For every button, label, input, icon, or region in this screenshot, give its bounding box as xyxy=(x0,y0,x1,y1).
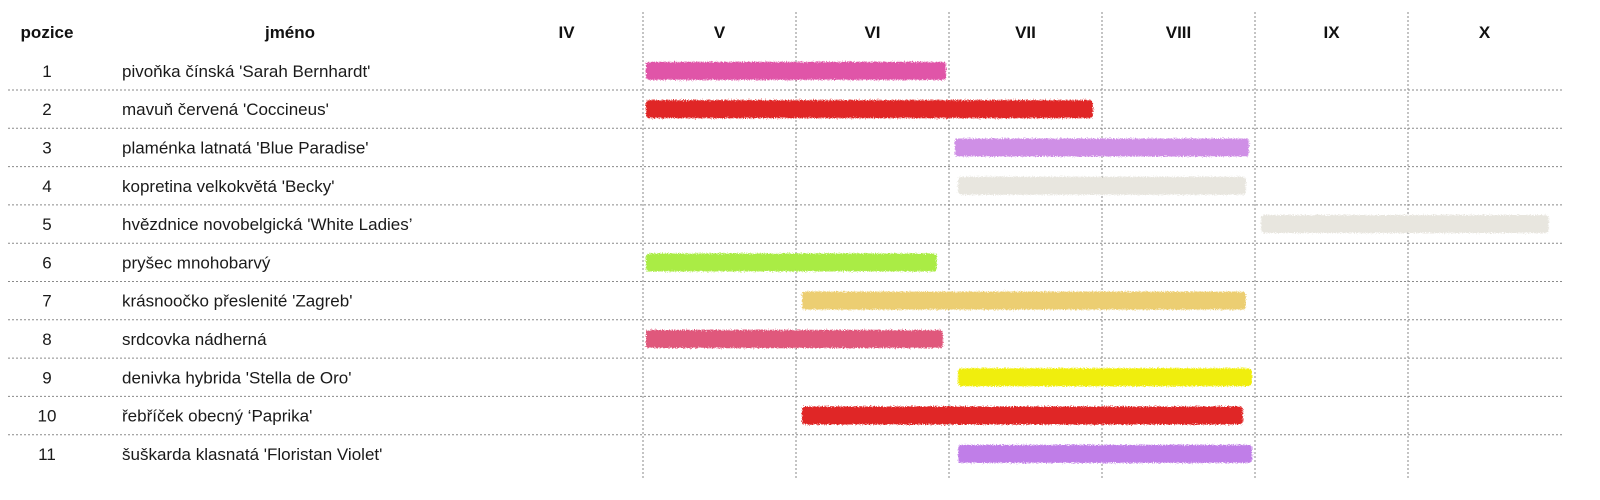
table-row: 6 pryšec mnohobarvý xyxy=(42,253,271,272)
bloom-bar xyxy=(958,176,1246,195)
bloom-bar xyxy=(958,368,1252,387)
table-row: 1 pivoňka čínská 'Sarah Bernhardt' xyxy=(42,62,370,81)
table-row: 8 srdcovka nádherná xyxy=(42,330,267,349)
table-row: 11 šuškarda klasnatá 'Floristan Violet' xyxy=(38,445,382,464)
table-row: 7 krásnoočko přeslenité 'Zagreb' xyxy=(42,292,352,311)
month-header: IX xyxy=(1323,23,1340,42)
row-position: 5 xyxy=(42,215,51,234)
table-row: 4 kopretina velkokvětá 'Becky' xyxy=(42,177,334,196)
row-plant-name: mavuň červená 'Coccineus' xyxy=(122,100,329,119)
table-row: 9 denivka hybrida 'Stella de Oro' xyxy=(42,368,351,387)
header-row: pozice jméno IV V VI VII VIII IX X xyxy=(21,23,1491,42)
column-header-name: jméno xyxy=(264,23,315,42)
bloom-bar xyxy=(1261,215,1549,234)
bloom-bar xyxy=(646,61,946,80)
row-plant-name: plaménka latnatá 'Blue Paradise' xyxy=(122,138,369,157)
row-plant-name: denivka hybrida 'Stella de Oro' xyxy=(122,368,352,387)
table-row: 3 plaménka latnatá 'Blue Paradise' xyxy=(42,138,368,157)
row-position: 8 xyxy=(42,330,51,349)
month-header: VII xyxy=(1015,23,1036,42)
row-position: 2 xyxy=(42,100,51,119)
month-headers: IV V VI VII VIII IX X xyxy=(558,23,1490,42)
bloom-bar xyxy=(646,100,1093,119)
bloom-bar xyxy=(958,444,1252,463)
month-header: IV xyxy=(558,23,575,42)
row-plant-name: pryšec mnohobarvý xyxy=(122,253,271,272)
row-position: 1 xyxy=(42,62,51,81)
row-separators xyxy=(8,89,1562,436)
row-position: 11 xyxy=(38,445,56,464)
bloom-bar xyxy=(646,253,937,272)
row-plant-name: krásnoočko přeslenité 'Zagreb' xyxy=(122,292,352,311)
row-plant-name: řebříček obecný ‘Paprika' xyxy=(122,407,312,426)
row-position: 7 xyxy=(42,292,51,311)
row-position: 6 xyxy=(42,253,51,272)
row-plant-name: šuškarda klasnatá 'Floristan Violet' xyxy=(122,445,382,464)
table-rows: 1 pivoňka čínská 'Sarah Bernhardt' 2 mavuň … xyxy=(38,62,413,464)
row-position: 3 xyxy=(42,138,51,157)
bloom-bar xyxy=(955,138,1249,157)
row-plant-name: hvězdnice novobelgická 'White Ladies’ xyxy=(122,215,413,234)
row-plant-name: srdcovka nádherná xyxy=(122,330,267,349)
bloom-bars xyxy=(646,61,1549,463)
month-header: V xyxy=(714,23,726,42)
row-position: 4 xyxy=(42,177,51,196)
column-header-position: pozice xyxy=(21,23,74,42)
table-row: 2 mavuň červená 'Coccineus' xyxy=(42,100,329,119)
row-plant-name: kopretina velkokvětá 'Becky' xyxy=(122,177,334,196)
bloom-bar xyxy=(802,406,1243,425)
table-row: 5 hvězdnice novobelgická 'White Ladies’ xyxy=(42,215,412,234)
row-position: 10 xyxy=(38,407,57,426)
month-header: VIII xyxy=(1166,23,1192,42)
bloom-bar xyxy=(646,329,943,348)
table-row: 10 řebříček obecný ‘Paprika' xyxy=(38,407,313,426)
month-header: X xyxy=(1479,23,1491,42)
row-plant-name: pivoňka čínská 'Sarah Bernhardt' xyxy=(122,62,370,81)
row-position: 9 xyxy=(42,368,51,387)
month-header: VI xyxy=(864,23,880,42)
bloom-bar xyxy=(802,291,1246,310)
